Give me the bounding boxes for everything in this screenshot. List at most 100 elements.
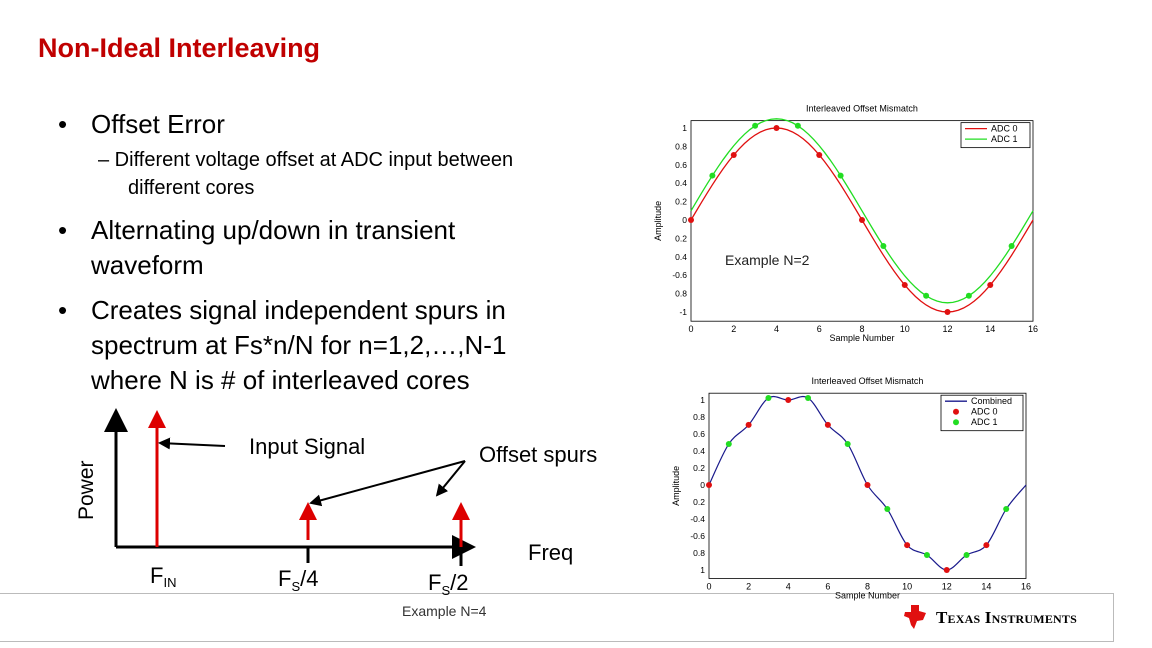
x-tick-label: 12 — [942, 582, 952, 592]
data-point — [837, 172, 844, 179]
data-point — [987, 282, 994, 289]
x-tick-label: 0 — [706, 582, 711, 592]
data-point — [884, 506, 891, 513]
y-tick-label: 0.2 — [693, 497, 705, 507]
data-point — [943, 567, 950, 573]
y-tick-label: -1 — [679, 307, 687, 317]
y-tick-label: -0.6 — [672, 270, 687, 280]
data-point — [880, 243, 887, 250]
chart-title: Interleaved Offset Mismatch — [806, 104, 918, 114]
y-tick-label: 0.4 — [675, 252, 687, 262]
data-point — [709, 172, 716, 179]
data-point — [904, 542, 911, 549]
y-tick-label: 0.4 — [693, 446, 705, 456]
y-axis-label: Amplitude — [671, 466, 681, 506]
input-pointer — [158, 437, 226, 450]
x-tick-label: 4 — [786, 582, 791, 592]
fs2-label: FS/2 — [428, 570, 468, 598]
legend-label: ADC 0 — [971, 407, 998, 417]
data-point — [706, 482, 712, 488]
data-point — [773, 125, 780, 131]
bullet-text: waveform — [91, 250, 204, 280]
x-tick-label: 14 — [985, 324, 995, 334]
x-tick-label: 16 — [1028, 324, 1038, 334]
data-point — [983, 542, 990, 549]
legend-marker — [953, 419, 959, 426]
y-tick-label: 0.8 — [693, 412, 705, 422]
example-n4-label: Example N=4 — [402, 603, 487, 619]
ti-logo: Texas Instruments — [902, 603, 1102, 633]
sub-bullet-line: different cores — [128, 177, 255, 199]
x-tick-label: 6 — [817, 324, 822, 334]
bullet-text: Alternating up/down in transient — [91, 215, 456, 245]
y-axis-label: Amplitude — [653, 201, 663, 241]
fs4-label: FS/4 — [278, 566, 318, 594]
data-point — [824, 421, 831, 428]
spur-pointer — [309, 460, 466, 507]
bullet-icon: • — [58, 109, 68, 139]
example-n2-label: Example N=2 — [725, 252, 810, 268]
sub-bullet-line: – Different voltage offset at ADC input … — [98, 149, 514, 171]
data-point — [805, 394, 812, 401]
data-point — [785, 397, 792, 403]
legend-label: Combined — [971, 396, 1012, 406]
bullet-icon: • — [58, 295, 68, 325]
legend-box — [960, 122, 1031, 149]
data-point — [923, 292, 930, 299]
y-tick-label: 0 — [682, 215, 687, 225]
y-tick-label: 0.4 — [675, 178, 687, 188]
y-tick-label: 0.2 — [675, 233, 687, 243]
y-tick-label: 1 — [682, 123, 687, 133]
fin-label: FIN — [150, 563, 176, 590]
y-tick-label: 0.8 — [675, 141, 687, 151]
data-point — [730, 151, 737, 158]
bullet-text: Creates signal independent spurs in — [91, 295, 506, 325]
data-point — [794, 122, 801, 129]
offset-spurs-label: Offset spurs — [479, 442, 597, 467]
x-tick-label: 8 — [859, 324, 864, 334]
x-tick-label: 4 — [774, 324, 779, 334]
x-axis-label: Sample Number — [835, 591, 900, 601]
data-point — [725, 440, 732, 447]
series-line-adc-1 — [690, 118, 1034, 304]
legend-label: ADC 1 — [991, 134, 1018, 144]
legend-label: ADC 0 — [991, 124, 1018, 134]
x-tick-label: 10 — [902, 582, 912, 592]
power-label: Power — [75, 460, 98, 520]
legend-marker — [953, 408, 959, 415]
data-point — [965, 292, 972, 299]
x-tick-label: 6 — [825, 582, 830, 592]
chart-title: Interleaved Offset Mismatch — [812, 376, 924, 386]
bullet-text: Offset Error — [91, 109, 225, 139]
bullet-text: spectrum at Fs*n/N for n=1,2,…,N-1 — [91, 330, 507, 360]
footer-box — [0, 593, 1114, 642]
x-axis-label: Sample Number — [829, 333, 894, 343]
ti-logo-text: Texas Instruments — [936, 608, 1077, 627]
data-point — [923, 552, 930, 559]
input-signal-label: Input Signal — [249, 434, 365, 459]
x-tick-label: 0 — [688, 324, 693, 334]
data-point — [745, 421, 752, 428]
y-tick-label: 0 — [700, 480, 705, 490]
y-tick-label: 0.6 — [693, 429, 705, 439]
y-tick-label: 1 — [700, 395, 705, 405]
legend-label: ADC 1 — [971, 417, 998, 427]
data-point — [844, 440, 851, 447]
bullet-text: where N is # of interleaved cores — [91, 365, 470, 395]
ti-logo-icon — [904, 605, 926, 629]
x-tick-label: 10 — [900, 324, 910, 334]
data-point — [752, 122, 759, 129]
x-tick-label: 2 — [746, 582, 751, 592]
y-tick-label: 1 — [700, 565, 705, 575]
freq-label: Freq — [528, 540, 573, 565]
slide-title: Non-Ideal Interleaving — [38, 33, 321, 63]
data-point — [859, 217, 865, 223]
data-point — [901, 282, 908, 289]
spur-pointer — [435, 460, 466, 497]
x-tick-label: 2 — [731, 324, 736, 334]
y-tick-label: -0.6 — [690, 531, 705, 541]
